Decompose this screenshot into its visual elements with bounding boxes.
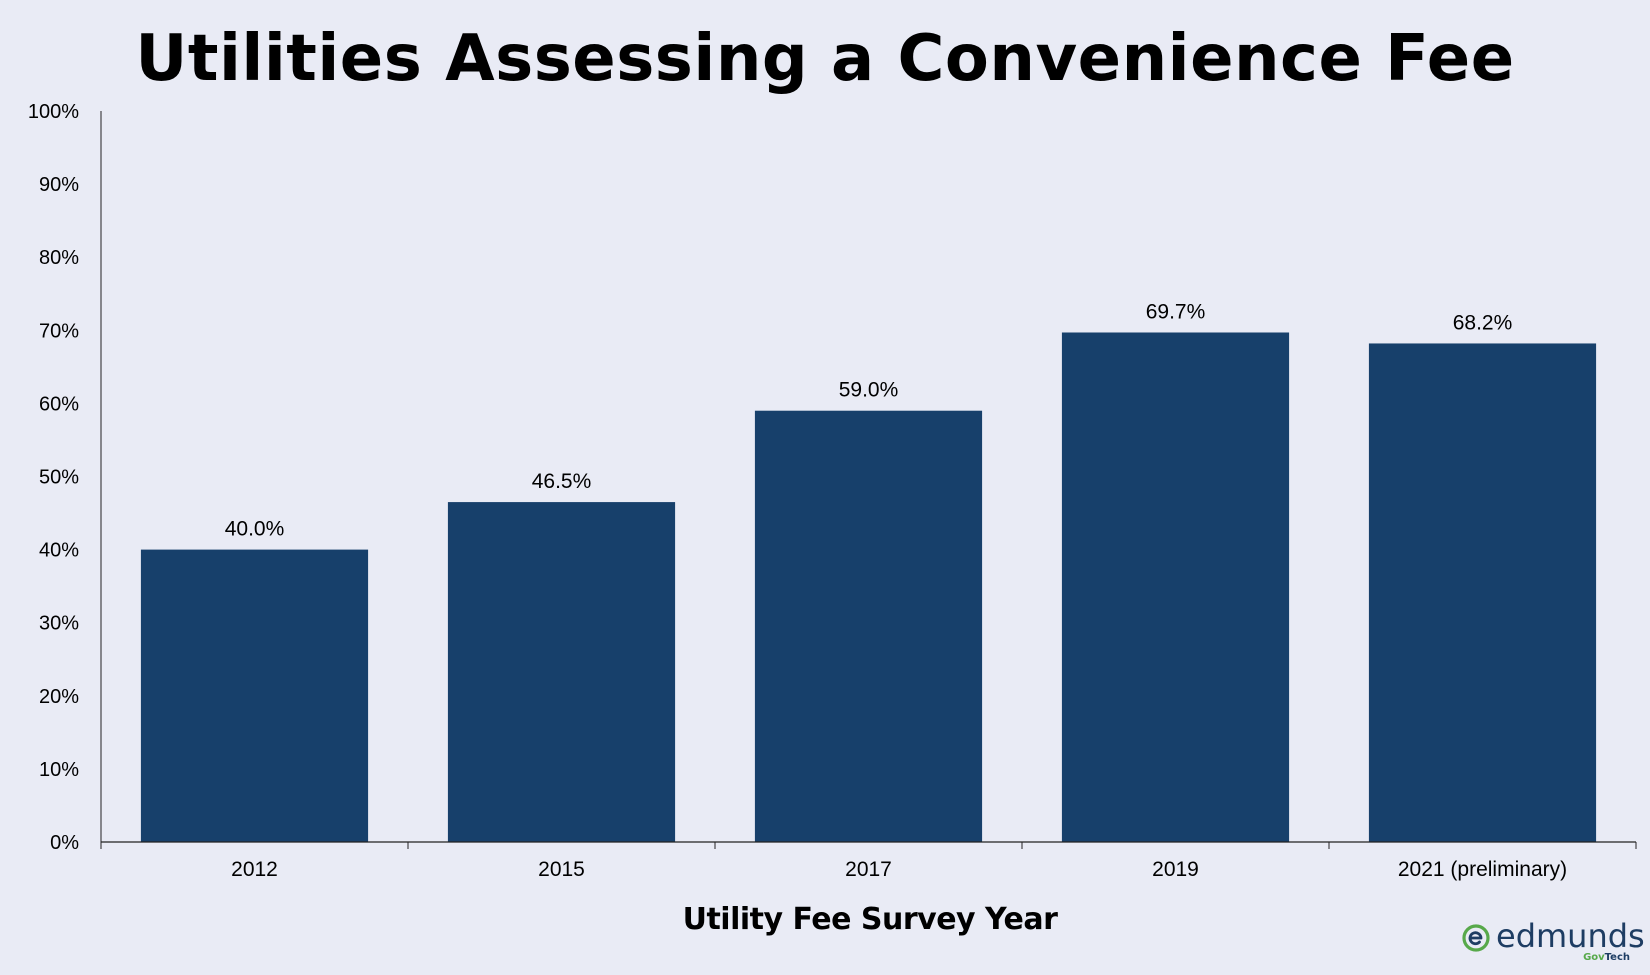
y-axis-ticks: 0% 10% 20% 30% 40% 50% 60% 70% 80% 90% 100% bbox=[28, 101, 79, 854]
x-tick-label: 2021 (preliminary) bbox=[1398, 858, 1567, 881]
logo-subtitle: GovTech bbox=[1583, 952, 1630, 963]
edmunds-e-icon bbox=[1462, 924, 1490, 952]
logo-sub-tech: Tech bbox=[1604, 952, 1630, 963]
logo-sub-gov: Gov bbox=[1583, 952, 1605, 963]
data-label: 46.5% bbox=[532, 470, 592, 493]
y-tick-label: 80% bbox=[39, 247, 79, 269]
logo-wordmark: edmunds bbox=[1496, 917, 1645, 955]
x-axis-title: Utility Fee Survey Year bbox=[682, 902, 1058, 937]
y-tick-label: 20% bbox=[39, 686, 79, 708]
x-tick-label: 2012 bbox=[231, 858, 278, 881]
y-tick-label: 60% bbox=[39, 393, 79, 415]
y-tick-label: 100% bbox=[28, 101, 79, 123]
chart-title: Utilities Assessing a Convenience Fee bbox=[135, 22, 1515, 96]
data-labels: 40.0% 46.5% 59.0% 69.7% 68.2% bbox=[225, 300, 1513, 540]
y-tick-label: 50% bbox=[39, 467, 79, 489]
bar bbox=[1061, 332, 1290, 842]
data-label: 69.7% bbox=[1146, 300, 1206, 323]
data-label: 40.0% bbox=[225, 518, 285, 541]
data-label: 59.0% bbox=[839, 379, 899, 402]
x-tick-label: 2019 bbox=[1152, 858, 1199, 881]
bar bbox=[140, 549, 369, 842]
y-tick-label: 30% bbox=[39, 613, 79, 635]
x-axis-ticks: 2012 2015 2017 2019 2021 (preliminary) bbox=[100, 842, 1637, 881]
bar bbox=[447, 502, 676, 842]
y-tick-label: 70% bbox=[39, 320, 79, 342]
y-tick-label: 40% bbox=[39, 540, 79, 562]
bar bbox=[1368, 343, 1597, 842]
y-tick-label: 0% bbox=[50, 832, 79, 854]
x-tick-label: 2015 bbox=[538, 858, 585, 881]
edmunds-logo: edmunds GovTech bbox=[1462, 918, 1645, 966]
x-tick-label: 2017 bbox=[845, 858, 892, 881]
data-label: 68.2% bbox=[1453, 311, 1513, 334]
bars bbox=[140, 332, 1597, 842]
y-tick-label: 10% bbox=[39, 759, 79, 781]
y-tick-label: 90% bbox=[39, 174, 79, 196]
bar bbox=[754, 410, 983, 842]
